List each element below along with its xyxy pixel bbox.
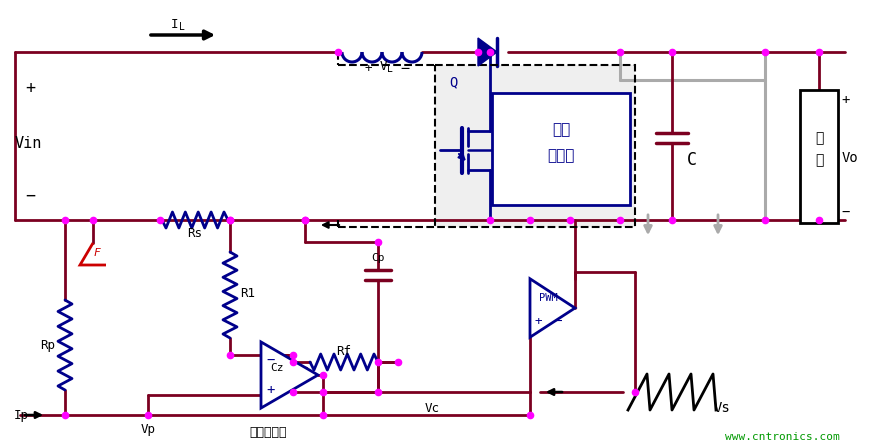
Text: −: − xyxy=(25,187,35,205)
Text: +: + xyxy=(364,61,371,74)
Text: 閘極: 閘極 xyxy=(551,122,569,138)
Text: −: − xyxy=(841,205,849,219)
Text: L: L xyxy=(387,64,393,74)
Bar xyxy=(434,65,634,227)
Text: Ip: Ip xyxy=(14,409,29,421)
Bar xyxy=(492,93,629,205)
Text: +: + xyxy=(25,79,35,97)
Text: Vo: Vo xyxy=(840,151,858,165)
Text: Cp: Cp xyxy=(371,253,384,263)
Bar xyxy=(799,90,837,223)
Bar xyxy=(434,65,634,227)
Text: −: − xyxy=(267,353,275,367)
Text: PWM: PWM xyxy=(538,293,557,303)
Text: Q: Q xyxy=(448,75,457,89)
Text: www.cntronics.com: www.cntronics.com xyxy=(724,432,839,442)
Text: −: − xyxy=(400,61,409,76)
Text: C: C xyxy=(687,151,696,169)
Text: Rs: Rs xyxy=(188,227,202,239)
Text: Vp: Vp xyxy=(140,424,156,437)
Polygon shape xyxy=(261,342,318,408)
Text: Vin: Vin xyxy=(14,135,42,150)
Text: 电流放大器: 电流放大器 xyxy=(249,425,287,438)
Text: V: V xyxy=(379,60,387,73)
Text: Rp: Rp xyxy=(41,339,56,352)
Text: +: + xyxy=(267,383,275,397)
Text: Vs: Vs xyxy=(713,401,730,415)
Text: +: + xyxy=(841,93,849,107)
Text: L: L xyxy=(179,22,185,32)
Polygon shape xyxy=(477,38,496,66)
Text: 驅動器: 驅動器 xyxy=(547,149,574,163)
Text: 載: 載 xyxy=(814,153,822,167)
Text: Vc: Vc xyxy=(424,401,439,414)
Text: Cz: Cz xyxy=(270,363,283,373)
Text: I: I xyxy=(171,17,178,31)
Text: F: F xyxy=(94,248,100,258)
Text: +: + xyxy=(534,315,541,328)
Text: −: − xyxy=(554,315,561,328)
Polygon shape xyxy=(529,279,574,337)
Text: 負: 負 xyxy=(814,131,822,145)
Text: R1: R1 xyxy=(240,287,255,299)
Text: Rf: Rf xyxy=(336,344,351,357)
